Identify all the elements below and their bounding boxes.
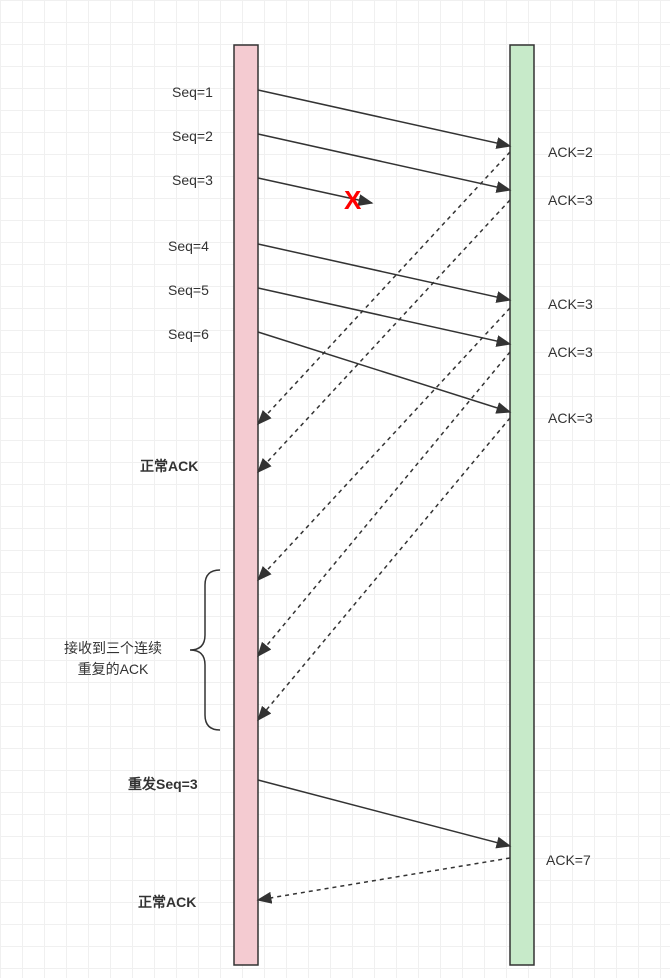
brace-label-line2: 重复的ACK	[64, 659, 162, 680]
ack-label-2: ACK=3	[548, 296, 593, 312]
ack-arrow-5	[258, 858, 510, 900]
ack-arrow-3	[258, 352, 510, 656]
seq-arrow-1	[258, 134, 510, 190]
seq-label-3: Seq=4	[168, 238, 209, 254]
seq-arrow-5	[258, 332, 510, 412]
seq-label-2: Seq=3	[172, 172, 213, 188]
ack-label-3: ACK=3	[548, 344, 593, 360]
seq-arrow-0	[258, 90, 510, 146]
receiver-timeline	[510, 45, 534, 965]
brace-label: 接收到三个连续重复的ACK	[64, 638, 162, 680]
seq-label-4: Seq=5	[168, 282, 209, 298]
seq-label-0: Seq=1	[172, 84, 213, 100]
ack-arrow-2	[258, 308, 510, 580]
ack-label-4: ACK=3	[548, 410, 593, 426]
seq-arrow-3	[258, 244, 510, 300]
ack-arrow-0	[258, 152, 510, 424]
ack-label-0: ACK=2	[548, 144, 593, 160]
seq-label-5: Seq=6	[168, 326, 209, 342]
ack-label-1: ACK=3	[548, 192, 593, 208]
ack-label-5: ACK=7	[546, 852, 591, 868]
seq-arrow-6	[258, 780, 510, 846]
brace	[190, 570, 220, 730]
normal-ack-label-1: 正常ACK	[140, 456, 198, 476]
seq-label-1: Seq=2	[172, 128, 213, 144]
packet-lost-icon: X	[344, 185, 361, 216]
ack-arrow-4	[258, 418, 510, 720]
brace-label-line1: 接收到三个连续	[64, 638, 162, 659]
resend-label: 重发Seq=3	[128, 774, 198, 794]
normal-ack-label-2: 正常ACK	[138, 892, 196, 912]
sender-timeline	[234, 45, 258, 965]
